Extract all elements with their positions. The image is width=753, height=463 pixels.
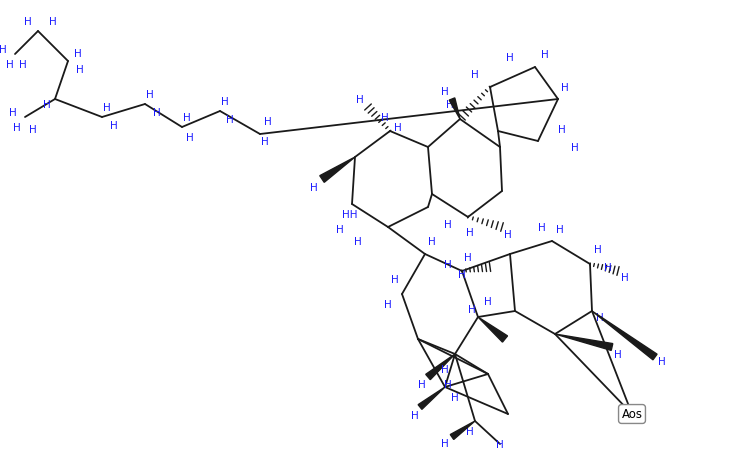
Text: H: H — [466, 426, 474, 436]
Text: H: H — [76, 65, 84, 75]
Text: H: H — [9, 108, 17, 118]
Text: H: H — [561, 83, 569, 93]
Text: H: H — [418, 379, 426, 389]
Text: H: H — [604, 263, 612, 272]
Text: H: H — [264, 117, 272, 127]
Text: H: H — [183, 113, 191, 123]
Text: H: H — [381, 113, 389, 123]
Text: H: H — [0, 45, 7, 55]
Text: H: H — [458, 269, 466, 279]
Text: H: H — [596, 313, 604, 322]
Text: H: H — [484, 296, 492, 307]
Text: H: H — [384, 300, 392, 309]
Text: H: H — [538, 223, 546, 232]
Text: HH: HH — [343, 210, 358, 219]
Text: H: H — [556, 225, 564, 234]
Text: H: H — [261, 137, 269, 147]
Polygon shape — [592, 311, 657, 360]
Text: H: H — [464, 252, 472, 263]
Polygon shape — [478, 317, 508, 342]
Text: H: H — [186, 133, 194, 143]
Text: H: H — [594, 244, 602, 255]
Text: H: H — [658, 356, 666, 366]
Text: H: H — [226, 115, 234, 125]
Text: H: H — [444, 259, 452, 269]
Text: H: H — [13, 123, 21, 133]
Text: H: H — [74, 49, 82, 59]
Text: H: H — [394, 123, 402, 133]
Polygon shape — [450, 99, 460, 120]
Text: H: H — [468, 304, 476, 314]
Text: H: H — [471, 70, 479, 80]
Text: H: H — [391, 275, 399, 284]
Text: H: H — [444, 379, 452, 389]
Text: H: H — [466, 227, 474, 238]
Polygon shape — [418, 387, 445, 409]
Text: H: H — [428, 237, 436, 246]
Polygon shape — [555, 334, 613, 350]
Text: H: H — [558, 125, 566, 135]
Text: H: H — [221, 97, 229, 107]
Text: H: H — [6, 60, 14, 70]
Text: H: H — [504, 230, 512, 239]
Text: H: H — [110, 121, 118, 131]
Text: H: H — [153, 108, 161, 118]
Text: H: H — [621, 272, 629, 282]
Text: H: H — [49, 17, 57, 27]
Polygon shape — [320, 158, 355, 183]
Text: H: H — [103, 103, 111, 113]
Text: H: H — [310, 182, 318, 193]
Text: H: H — [446, 100, 454, 110]
Text: H: H — [24, 17, 32, 27]
Text: H: H — [146, 90, 154, 100]
Text: H: H — [43, 100, 51, 110]
Text: H: H — [444, 219, 452, 230]
Text: H: H — [451, 392, 459, 402]
Text: H: H — [441, 364, 449, 374]
Text: H: H — [614, 349, 622, 359]
Text: H: H — [506, 53, 514, 63]
Polygon shape — [450, 421, 475, 439]
Text: H: H — [354, 237, 362, 246]
Text: H: H — [356, 95, 364, 105]
Text: Aos: Aos — [621, 407, 642, 420]
Text: H: H — [29, 125, 37, 135]
Text: H: H — [496, 439, 504, 449]
Text: H: H — [336, 225, 344, 234]
Text: H: H — [19, 60, 27, 70]
Text: H: H — [441, 438, 449, 448]
Text: H: H — [571, 143, 579, 153]
Text: H: H — [441, 87, 449, 97]
Polygon shape — [425, 354, 455, 380]
Text: H: H — [541, 50, 549, 60]
Text: H: H — [411, 410, 419, 420]
